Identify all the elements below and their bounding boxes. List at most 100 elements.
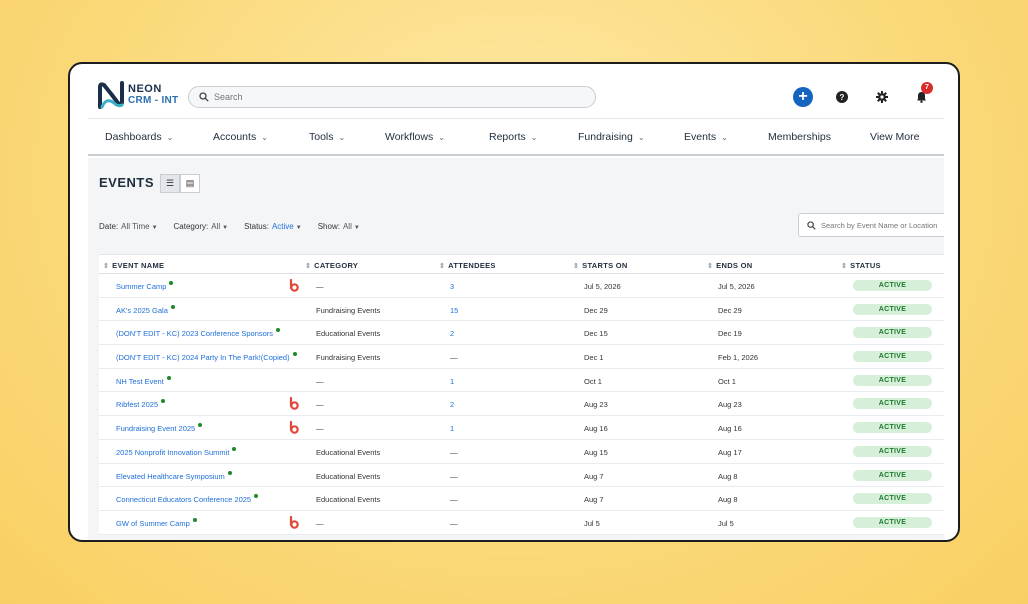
event-start-date: Aug 23 — [584, 400, 608, 410]
notification-count-badge: 7 — [921, 82, 933, 94]
filter-bar: Date: All Time ▼ Category: All ▼ Status: Acti… — [99, 222, 376, 231]
top-bar: NEON CRM - INT + ? 7 — [88, 64, 944, 118]
date-filter[interactable]: Date: All Time ▼ — [99, 222, 158, 231]
online-status-dot — [227, 470, 232, 475]
status-badge: ACTIVE — [853, 493, 932, 505]
event-search[interactable] — [798, 213, 944, 237]
event-name-link[interactable]: Elevated Healthcare Symposium — [116, 470, 232, 481]
online-status-dot — [254, 494, 259, 499]
nav-reports[interactable]: Reports ⌄ — [489, 131, 538, 143]
event-start-date: Dec 29 — [584, 305, 608, 315]
event-name-link[interactable]: (DON'T EDIT - KC) 2024 Party In The Park… — [116, 352, 297, 362]
column-header-event-name[interactable]: ⇕ EVENT NAME — [103, 261, 165, 270]
table-row[interactable]: Summer Camp — 3 Jul 5, 2026 Jul 5, 2026 … — [99, 274, 944, 298]
bidding-icon[interactable] — [288, 397, 300, 411]
table-row[interactable]: (DON'T EDIT - KC) 2023 Conference Sponso… — [99, 321, 944, 346]
column-header-status[interactable]: ⇕ STATUS — [841, 261, 881, 270]
gear-icon — [876, 91, 888, 103]
app-window: NEON CRM - INT + ? 7 — [68, 62, 960, 542]
column-header-ends-on[interactable]: ⇕ ENDS ON — [707, 261, 753, 270]
event-attendees[interactable]: 3 — [450, 282, 455, 291]
event-end-date: Oct 1 — [718, 376, 736, 386]
table-row[interactable]: Elevated Healthcare Symposium Educationa… — [99, 463, 944, 488]
online-status-dot — [166, 375, 171, 380]
bidding-icon[interactable] — [288, 279, 300, 292]
show-filter[interactable]: Show: All ▼ — [317, 222, 360, 231]
event-start-date: Oct 1 — [584, 376, 602, 386]
global-search[interactable] — [188, 86, 596, 108]
table-row[interactable]: GW of Summer Camp — — Jul 5 Jul 5 ACTIVE — [99, 510, 944, 535]
nav-workflows[interactable]: Workflows ⌄ — [385, 131, 445, 143]
table-row[interactable]: (DON'T EDIT - KC) 2024 Party In The Park… — [99, 345, 944, 369]
event-name-link[interactable]: Fundraising Event 2025 — [116, 423, 203, 433]
sort-icon: ⇕ — [841, 263, 848, 270]
event-name-link[interactable]: GW of Summer Camp — [116, 517, 197, 528]
nav-view-more[interactable]: View More — [870, 131, 920, 143]
status-badge: ACTIVE — [853, 469, 932, 481]
event-attendees: — — [450, 353, 458, 363]
table-row[interactable]: 2025 Nonprofit Innovation Summit Educati… — [99, 439, 944, 464]
event-name-link[interactable]: NH Test Event — [116, 375, 171, 386]
nav-events[interactable]: Events ⌄ — [684, 131, 728, 143]
event-attendees[interactable]: 1 — [450, 424, 455, 434]
event-name-link[interactable]: AK's 2025 Gala — [116, 304, 175, 315]
sort-icon: ⇕ — [103, 263, 110, 270]
event-name-link[interactable]: Ribfest 2025 — [116, 399, 166, 409]
settings-button[interactable] — [872, 87, 892, 107]
status-badge: ACTIVE — [853, 398, 932, 410]
column-header-category[interactable]: ⇕ CATEGORY — [305, 261, 359, 270]
event-attendees[interactable]: 2 — [450, 400, 455, 410]
neon-logo-icon — [98, 81, 124, 109]
nav-fundraising[interactable]: Fundraising ⌄ — [578, 131, 645, 143]
event-start-date: Aug 15 — [584, 447, 608, 457]
column-header-attendees[interactable]: ⇕ ATTENDEES — [439, 261, 496, 270]
event-name-link[interactable]: (DON'T EDIT - KC) 2023 Conference Sponso… — [116, 328, 281, 338]
status-badge: ACTIVE — [853, 516, 932, 528]
sort-icon: ⇕ — [573, 263, 580, 270]
nav-accounts[interactable]: Accounts ⌄ — [213, 131, 268, 143]
nav-dashboards[interactable]: Dashboards ⌄ — [105, 131, 174, 143]
event-name-link[interactable]: Connecticut Educators Conference 2025 — [116, 494, 259, 504]
notifications-button[interactable] — [911, 87, 931, 107]
nav-memberships[interactable]: Memberships — [768, 131, 832, 143]
event-name-link[interactable]: Summer Camp — [116, 281, 174, 291]
nav-tools[interactable]: Tools ⌄ — [309, 131, 346, 143]
table-row[interactable]: Ribfest 2025 — 2 Aug 23 Aug 23 ACTIVE — [99, 392, 944, 417]
bell-icon — [916, 92, 926, 103]
online-status-dot — [292, 352, 297, 357]
table-row[interactable]: NH Test Event — 1 Oct 1 Oct 1 ACTIVE — [99, 368, 944, 393]
compact-view-button[interactable]: ▤ — [180, 174, 200, 193]
event-attendees[interactable]: 2 — [450, 329, 455, 339]
add-button[interactable]: + — [793, 87, 813, 107]
bidding-icon[interactable] — [288, 515, 300, 529]
plus-icon: + — [798, 88, 808, 105]
event-attendees[interactable]: 1 — [450, 376, 455, 386]
table-row[interactable]: AK's 2025 Gala Fundraising Events 15 Dec… — [99, 297, 944, 322]
status-badge: ACTIVE — [853, 422, 932, 434]
event-category: Educational Events — [316, 471, 381, 481]
list-view-button[interactable]: ☰ — [160, 174, 180, 193]
help-button[interactable]: ? — [832, 87, 852, 107]
event-attendees[interactable]: 15 — [450, 305, 459, 315]
brand-name: NEON — [128, 83, 162, 95]
logo[interactable]: NEON CRM - INT — [98, 81, 178, 109]
search-input[interactable] — [214, 92, 574, 102]
status-filter[interactable]: Status: Active ▼ — [244, 222, 302, 231]
list-icon: ☰ — [165, 178, 175, 188]
event-name-link[interactable]: 2025 Nonprofit Innovation Summit — [116, 446, 237, 457]
event-category: — — [316, 282, 324, 291]
event-attendees: — — [450, 518, 458, 528]
table-row[interactable]: Fundraising Event 2025 — 1 Aug 16 Aug 16… — [99, 416, 944, 440]
table-row[interactable]: Connecticut Educators Conference 2025 Ed… — [99, 487, 944, 511]
event-search-input[interactable] — [821, 220, 944, 230]
chevron-down-icon: ⌄ — [530, 133, 538, 142]
event-end-date: Jul 5, 2026 — [718, 282, 755, 291]
bidding-icon[interactable] — [288, 421, 300, 434]
category-filter[interactable]: Category: All ▼ — [173, 222, 229, 231]
column-header-starts-on[interactable]: ⇕ STARTS ON — [573, 261, 628, 270]
status-badge: ACTIVE — [853, 327, 932, 339]
events-page: EVENTS ☰ ▤ Date: All Time ▼ Category: All ▼ … — [88, 158, 944, 540]
compact-list-icon: ▤ — [185, 178, 195, 188]
event-end-date: Dec 19 — [718, 329, 742, 339]
svg-text:?: ? — [840, 93, 845, 102]
